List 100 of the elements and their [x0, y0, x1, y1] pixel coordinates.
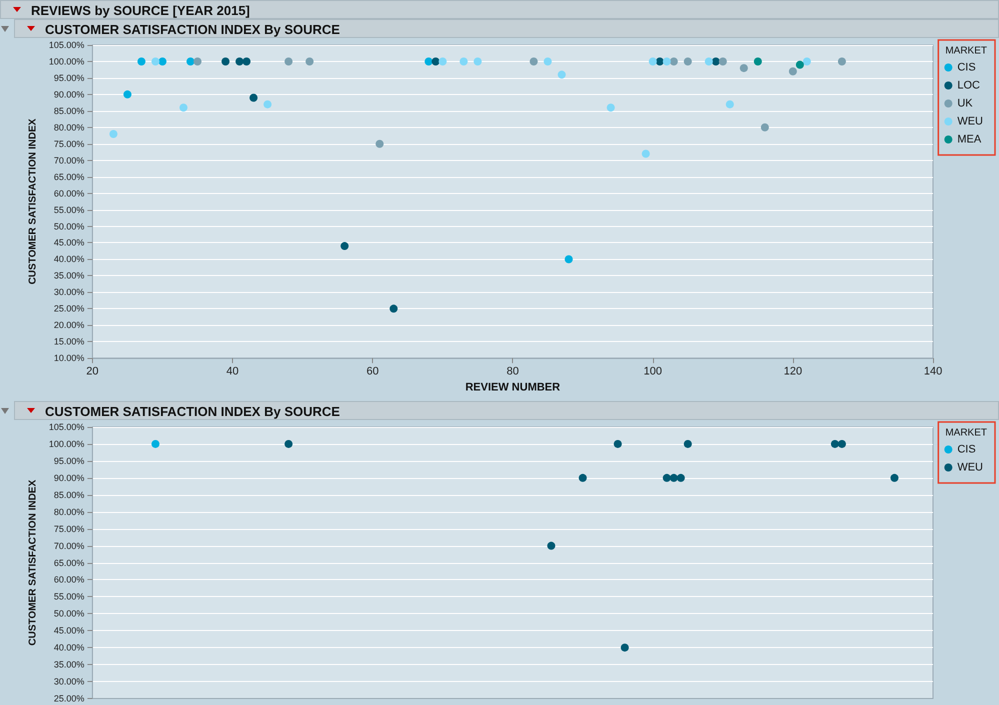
- point: [151, 440, 160, 448]
- point: [530, 57, 538, 66]
- point: [186, 57, 194, 66]
- point: [264, 100, 272, 108]
- y-tick-label: 30.00%: [54, 287, 84, 298]
- point: [474, 57, 482, 66]
- y-tick-label: 25.00%: [54, 694, 84, 704]
- legend-title: MARKET: [945, 46, 987, 56]
- y-tick-label: 55.00%: [54, 204, 84, 215]
- point: [642, 150, 650, 158]
- y-tick-label: 60.00%: [54, 188, 84, 198]
- point: [670, 474, 678, 482]
- legend-label: WEU: [957, 462, 984, 474]
- y-tick-label: 95.00%: [54, 456, 84, 466]
- y-tick-label: 15.00%: [54, 336, 84, 347]
- point: [726, 100, 734, 108]
- point: [718, 57, 727, 66]
- legend-label: WEU: [957, 116, 984, 128]
- point: [180, 104, 188, 112]
- x-tick-label: 140: [924, 366, 942, 378]
- point: [890, 474, 898, 482]
- point: [684, 57, 692, 66]
- point: [606, 104, 615, 112]
- y-tick-label: 10.00%: [54, 353, 84, 364]
- y-tick-label: 65.00%: [54, 172, 84, 182]
- y-tick-label: 50.00%: [54, 221, 84, 232]
- y-tick-label: 70.00%: [54, 155, 84, 166]
- y-tick-label: 50.00%: [54, 608, 84, 619]
- y-tick-label: 45.00%: [54, 238, 84, 248]
- y-tick-label: 105.00%: [48, 40, 84, 50]
- point: [754, 57, 762, 66]
- point: [662, 474, 671, 482]
- point: [684, 440, 692, 448]
- y-tick-label: 75.00%: [54, 524, 84, 534]
- y-tick-label: 65.00%: [54, 558, 84, 568]
- point: [704, 57, 713, 66]
- point: [250, 94, 258, 102]
- point: [564, 255, 573, 264]
- y-tick-label: 75.00%: [54, 138, 84, 149]
- x-tick-label: 80: [506, 366, 519, 378]
- point: [662, 57, 671, 66]
- point: [558, 70, 566, 79]
- point: [194, 57, 202, 66]
- y-tick-label: 70.00%: [54, 540, 84, 551]
- y-tick-label: 25.00%: [54, 304, 84, 314]
- point: [424, 57, 433, 66]
- legend-title: MARKET: [945, 428, 987, 438]
- point: [438, 57, 447, 66]
- point: [284, 57, 293, 66]
- chart-subtitle: CUSTOMER SATISFACTION INDEX By SOURCE: [45, 22, 340, 37]
- y-tick-label: 105.00%: [48, 422, 84, 432]
- legend-label: LOC: [957, 80, 980, 92]
- x-axis-title: REVIEW NUMBER: [465, 382, 560, 394]
- y-tick-label: 100.00%: [48, 438, 84, 449]
- y-tick-label: 45.00%: [54, 626, 84, 636]
- y-tick-label: 20.00%: [54, 320, 84, 330]
- point: [620, 644, 629, 652]
- y-tick-label: 40.00%: [54, 642, 84, 653]
- y-tick-label: 80.00%: [54, 506, 84, 517]
- point: [222, 57, 230, 66]
- point: [802, 57, 811, 66]
- y-tick-label: 85.00%: [54, 490, 84, 500]
- y-tick-label: 95.00%: [54, 72, 84, 83]
- chart-title: REVIEWS by SOURCE [YEAR 2015]: [31, 3, 250, 18]
- point: [151, 57, 160, 66]
- x-tick-label: 40: [226, 366, 239, 378]
- y-axis-title: CUSTOMER SATISFACTION INDEX: [28, 118, 38, 284]
- point: [390, 304, 398, 313]
- point: [760, 123, 769, 132]
- x-tick-label: 60: [366, 366, 379, 378]
- y-tick-label: 35.00%: [54, 660, 84, 670]
- y-tick-label: 100.00%: [48, 56, 84, 66]
- point: [740, 64, 748, 72]
- point: [676, 474, 685, 482]
- point: [432, 57, 440, 66]
- point: [788, 67, 797, 76]
- y-tick-label: 40.00%: [54, 254, 84, 264]
- point: [376, 140, 384, 148]
- x-tick-label: 120: [784, 366, 802, 378]
- y-tick-label: 80.00%: [54, 122, 84, 132]
- point: [158, 57, 166, 66]
- x-tick-label: 100: [644, 366, 662, 378]
- y-tick-label: 60.00%: [54, 574, 84, 585]
- y-tick-label: 30.00%: [54, 676, 84, 687]
- point: [838, 57, 846, 66]
- y-tick-label: 85.00%: [54, 106, 84, 116]
- point: [123, 90, 132, 98]
- legend-label: CIS: [957, 444, 976, 456]
- legend-label: CIS: [957, 62, 976, 74]
- point: [137, 57, 146, 66]
- point: [648, 57, 657, 66]
- point: [838, 440, 846, 448]
- point: [242, 57, 251, 66]
- point: [236, 57, 244, 66]
- point: [460, 57, 468, 66]
- chart-title: CUSTOMER SATISFACTION INDEX By SOURCE: [45, 404, 340, 419]
- point: [614, 440, 622, 448]
- point: [109, 130, 118, 138]
- point: [284, 440, 293, 448]
- point: [340, 242, 349, 250]
